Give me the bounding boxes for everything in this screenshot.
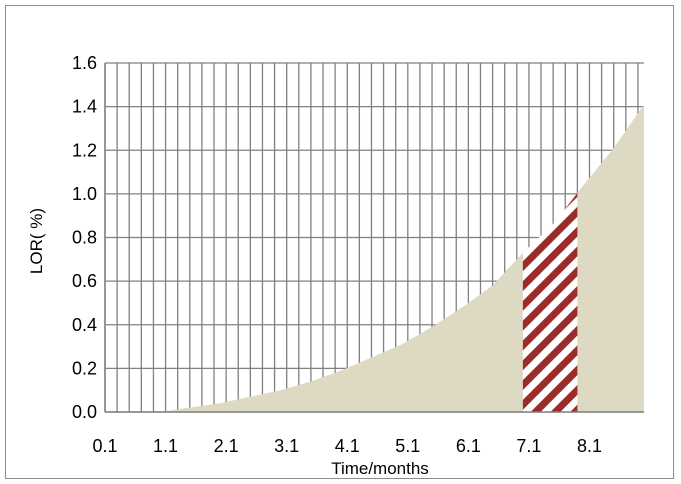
y-tick-label: 0.6: [72, 271, 97, 291]
y-axis-label: LOR( %): [27, 208, 46, 274]
axes: [104, 63, 644, 413]
hatched-highlight-region: [522, 193, 578, 412]
area-series: [159, 104, 644, 412]
y-tick-label: 0.0: [72, 402, 97, 422]
y-tick-label: 1.6: [72, 53, 97, 73]
y-tick-labels: 0.0 0.2 0.4 0.6 0.8 1.0 1.2 1.4 1.6: [72, 53, 97, 422]
lor-area-chart: 0.0 0.2 0.4 0.6 0.8 1.0 1.2 1.4 1.6 0.1 1.1 2.1 3.1…: [27, 53, 644, 478]
x-tick-label: 5.1: [395, 436, 420, 456]
x-tick-label: 1.1: [153, 436, 178, 456]
x-tick-label: 3.1: [274, 436, 299, 456]
chart-frame: 0.0 0.2 0.4 0.6 0.8 1.0 1.2 1.4 1.6 0.1 1.1 2.1 3.1…: [5, 5, 674, 479]
y-tick-label: 1.2: [72, 140, 97, 160]
x-axis-label: Time/months: [331, 459, 429, 478]
x-tick-label: 8.1: [577, 436, 602, 456]
y-tick-label: 1.0: [72, 184, 97, 204]
y-tick-label: 0.8: [72, 228, 97, 248]
y-tick-label: 1.4: [72, 97, 97, 117]
x-tick-labels: 0.1 1.1 2.1 3.1 4.1 5.1 6.1 7.1 8.1: [92, 436, 602, 456]
y-tick-label: 0.4: [72, 315, 97, 335]
x-tick-label: 7.1: [516, 436, 541, 456]
x-tick-label: 0.1: [92, 436, 117, 456]
x-tick-label: 4.1: [335, 436, 360, 456]
x-tick-label: 6.1: [456, 436, 481, 456]
y-tick-label: 0.2: [72, 358, 97, 378]
x-tick-label: 2.1: [214, 436, 239, 456]
